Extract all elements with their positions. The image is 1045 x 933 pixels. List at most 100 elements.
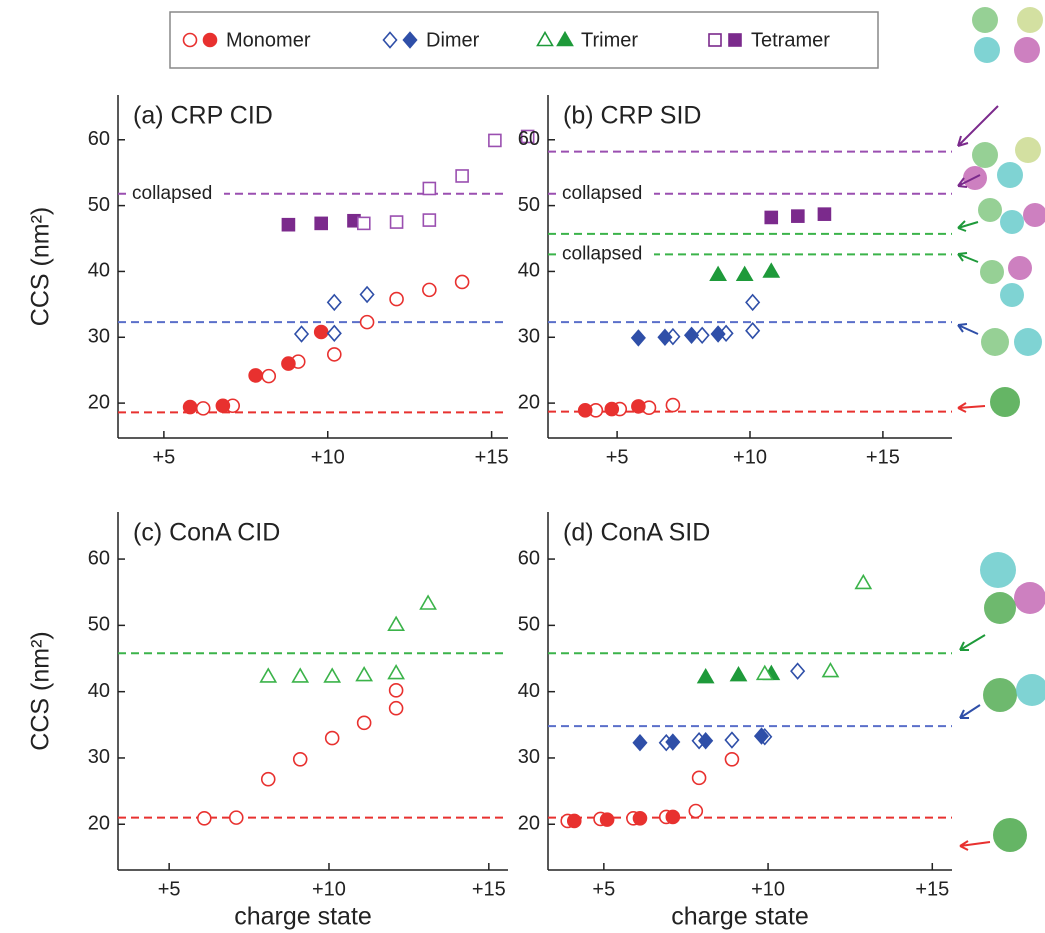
data-point <box>488 133 502 148</box>
arrow <box>957 323 979 335</box>
data-point <box>709 265 727 282</box>
data-point <box>195 401 211 416</box>
panel-title: (a) CRP CID <box>133 102 273 130</box>
data-point <box>422 282 437 298</box>
y-tick-label: 30 <box>88 326 110 348</box>
y-tick-label: 30 <box>518 326 540 348</box>
arrow <box>957 402 986 413</box>
data-point <box>665 809 681 825</box>
data-point <box>745 293 761 312</box>
legend-label: Dimer <box>426 29 480 51</box>
arrows <box>957 105 999 851</box>
y-axis-label: CCS (nm²) <box>27 207 55 326</box>
y-tick-label: 60 <box>88 128 110 150</box>
protein-icon <box>993 818 1027 852</box>
y-tick-label: 40 <box>518 680 540 702</box>
y-tick-label: 20 <box>88 813 110 835</box>
data-point <box>698 732 714 750</box>
x-tick-label: +5 <box>152 446 175 468</box>
arrow <box>957 252 979 263</box>
protein-icon <box>978 198 1045 234</box>
data-point <box>260 771 276 787</box>
data-point <box>577 403 593 418</box>
data-point <box>665 397 681 413</box>
legend-label: Monomer <box>226 29 311 51</box>
reference-label-bg <box>558 182 654 205</box>
panel-title: (d) ConA SID <box>563 519 710 547</box>
y-tick-label: 50 <box>518 194 540 216</box>
legend-label: Trimer <box>581 29 638 51</box>
data-point <box>326 293 342 312</box>
data-point <box>696 667 715 684</box>
data-point <box>630 329 646 347</box>
reference-label-bg <box>558 243 654 266</box>
data-point <box>753 727 770 745</box>
data-point <box>356 715 372 731</box>
protein-icon <box>980 552 1045 624</box>
y-tick-label: 30 <box>88 746 110 768</box>
data-point <box>292 751 308 767</box>
data-point <box>821 662 840 678</box>
legend-marker <box>536 30 554 47</box>
data-point <box>356 216 371 231</box>
reference-label: collapsed <box>562 183 642 204</box>
data-point <box>455 169 469 183</box>
data-point <box>281 217 296 232</box>
data-point <box>387 615 405 632</box>
y-tick-label: 20 <box>518 813 540 835</box>
x-tick-label: +5 <box>592 878 615 900</box>
x-tick-label: +5 <box>606 446 629 468</box>
data-point <box>665 733 681 751</box>
arrow <box>959 840 991 851</box>
x-axis-label: charge state <box>671 903 809 931</box>
arrow <box>957 174 981 188</box>
data-point <box>764 210 779 225</box>
data-point <box>817 207 832 221</box>
legend-marker <box>402 31 418 49</box>
data-point <box>197 810 212 826</box>
data-point <box>710 325 726 343</box>
x-tick-label: +10 <box>751 878 785 900</box>
data-point <box>790 662 806 680</box>
data-point <box>599 812 615 827</box>
protein-icon <box>981 328 1042 356</box>
data-point <box>632 810 648 826</box>
y-axis-label: CCS (nm²) <box>27 631 55 750</box>
arrow <box>959 634 986 651</box>
data-point <box>387 663 405 680</box>
protein-icon <box>983 674 1045 712</box>
reference-label: collapsed <box>562 243 642 264</box>
x-tick-label: +10 <box>311 446 345 468</box>
panel-title: (b) CRP SID <box>563 102 701 130</box>
x-tick-label: +15 <box>915 878 949 900</box>
data-point <box>313 324 329 340</box>
data-point <box>281 356 296 371</box>
data-point <box>182 399 198 415</box>
y-tick-label: 40 <box>88 680 110 702</box>
data-point <box>327 347 342 362</box>
data-point <box>419 594 437 610</box>
legend-marker <box>708 33 722 47</box>
legend-marker <box>382 31 398 49</box>
data-point <box>694 326 710 345</box>
y-tick-label: 60 <box>518 128 540 150</box>
y-tick-label: 40 <box>88 260 110 282</box>
data-point <box>735 265 754 282</box>
legend-marker <box>728 33 742 47</box>
x-tick-label: +10 <box>733 446 767 468</box>
data-point <box>688 803 704 819</box>
data-point <box>389 215 404 229</box>
data-point <box>215 398 231 414</box>
reference-label-bg <box>128 182 224 205</box>
data-point <box>388 700 404 716</box>
data-point <box>520 129 535 144</box>
data-point <box>631 399 646 414</box>
legend-marker <box>556 30 574 47</box>
data-point <box>691 770 707 786</box>
arrow <box>957 105 999 147</box>
data-point <box>248 368 263 383</box>
y-tick-label: 40 <box>518 260 540 282</box>
x-tick-label: +15 <box>866 446 900 468</box>
legend-box <box>169 11 879 69</box>
